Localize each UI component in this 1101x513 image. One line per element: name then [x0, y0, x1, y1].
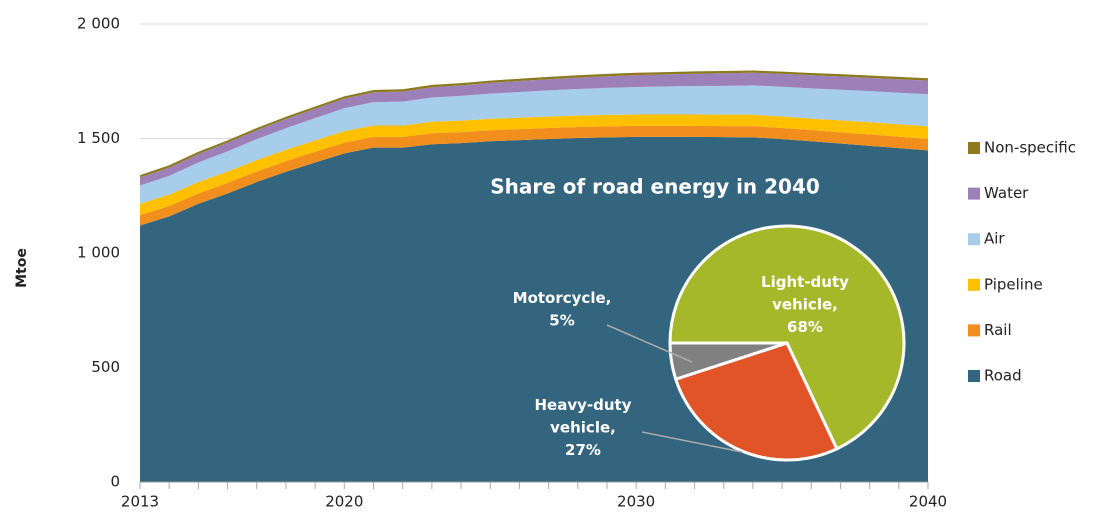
- legend-swatch: [968, 370, 980, 382]
- area-series: [140, 125, 928, 226]
- area-series: [140, 72, 928, 186]
- pie-label-line: Motorcycle,: [513, 289, 612, 307]
- legend-swatch: [968, 278, 980, 291]
- legend-label: Pipeline: [984, 275, 1043, 293]
- x-tick-label: 2013: [121, 493, 159, 511]
- x-tick-label: 2040: [909, 493, 947, 511]
- legend-swatch: [968, 233, 980, 246]
- pie-label: Heavy-duty vehicle, 27%: [535, 396, 632, 459]
- y-tick-label: 1 000: [77, 244, 120, 262]
- leader-line: [606, 324, 693, 363]
- pie-label: Light-duty vehicle, 68%: [761, 273, 849, 336]
- leader-line: [641, 431, 743, 453]
- pie-label-line: vehicle,: [550, 418, 616, 436]
- y-tick-label: 0: [110, 473, 120, 491]
- y-axis-title: Mtoe: [14, 248, 30, 288]
- pie-label-line: Heavy-duty: [535, 396, 632, 414]
- y-tick-label: 1 500: [77, 129, 120, 147]
- pie-slice: [668, 224, 906, 451]
- pie-label-line: Light-duty: [761, 273, 849, 291]
- legend-swatch: [968, 187, 980, 200]
- y-tick-label: 500: [91, 358, 120, 376]
- legend-label: Rail: [984, 321, 1012, 339]
- legend-swatch: [968, 142, 980, 154]
- x-tick-label: 2030: [617, 493, 655, 511]
- pie-label-line: 5%: [549, 311, 574, 329]
- area-series: [140, 114, 928, 216]
- pie-label-line: vehicle,: [772, 295, 838, 313]
- pie-slice: [673, 341, 839, 462]
- pie-label: Motorcycle, 5%: [513, 289, 612, 330]
- pie-label-line: 27%: [565, 441, 601, 459]
- y-tick-label: 2 000: [77, 15, 120, 33]
- legend-swatch: [968, 324, 980, 337]
- pie-label-line: 68%: [787, 318, 823, 336]
- legend-label: Water: [984, 184, 1029, 202]
- legend-label: Air: [984, 230, 1005, 248]
- legend-label: Road: [984, 367, 1022, 385]
- pie-chart: Share of road energy in 2040 Light-duty ve…: [490, 175, 906, 462]
- legend-label: Non-specific: [984, 139, 1076, 157]
- x-tick-label: 2020: [325, 493, 363, 511]
- pie-slice: [668, 341, 788, 382]
- pie-title: Share of road energy in 2040: [490, 175, 820, 199]
- area-series: [140, 85, 928, 204]
- legend: Road Rail Pipeline Air Water Non-specific: [968, 139, 1076, 385]
